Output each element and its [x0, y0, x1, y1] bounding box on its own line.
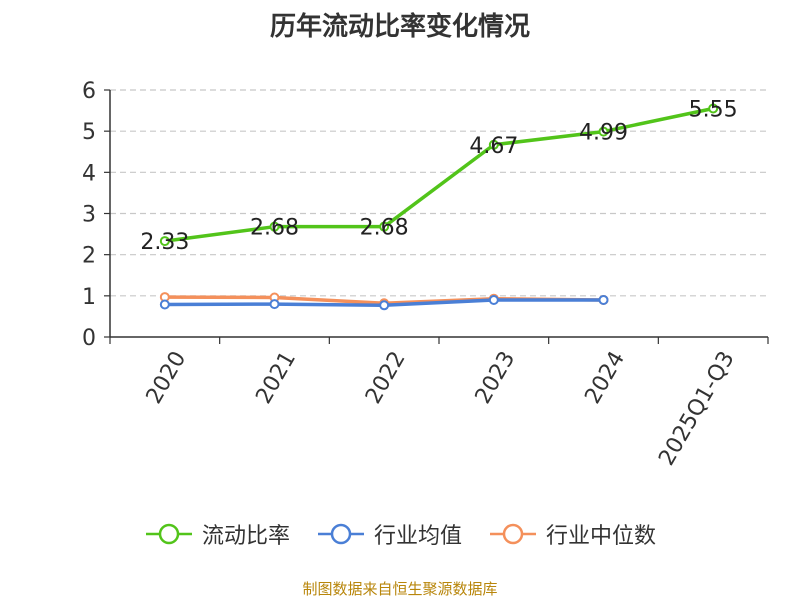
x-tick-label: 2023: [471, 347, 521, 408]
legend-marker-icon: [145, 523, 192, 545]
data-point: [598, 126, 609, 137]
data-label: 5.55: [689, 98, 738, 123]
legend-label: 行业均值: [373, 524, 462, 549]
x-tick-label: 2022: [361, 347, 411, 408]
chart-title: 历年流动比率变化情况: [269, 12, 530, 42]
data-point: [159, 299, 170, 310]
x-tick-label: 2021: [251, 347, 301, 408]
data-label: 2.68: [360, 216, 409, 241]
data-label: 4.67: [469, 134, 518, 159]
legend-item[interactable]: 流动比率: [144, 518, 290, 550]
y-tick-label: 6: [82, 79, 96, 104]
legend-marker-icon: [490, 523, 536, 545]
y-tick-label: 4: [82, 161, 96, 186]
data-label: 2.68: [250, 216, 299, 241]
x-tick-label: 2020: [142, 347, 192, 408]
chart-legend: 流动比率 行业均值 行业中位数: [0, 518, 800, 550]
x-tick-label: 2024: [580, 347, 630, 408]
y-tick-label: 5: [82, 120, 96, 145]
legend-label: 流动比率: [201, 524, 290, 549]
legend-item[interactable]: 行业中位数: [488, 518, 656, 550]
data-label: 4.99: [579, 121, 628, 146]
y-tick-label: 2: [82, 244, 96, 269]
x-tick-label: 2025Q1-Q3: [654, 347, 739, 470]
y-tick-label: 0: [82, 326, 96, 351]
legend-label: 行业中位数: [546, 524, 657, 549]
y-tick-label: 3: [82, 203, 96, 228]
series-line: [164, 106, 714, 243]
data-point: [269, 221, 280, 232]
data-point: [708, 103, 719, 114]
data-point: [269, 299, 280, 310]
y-tick-label: 1: [82, 285, 96, 310]
data-point: [159, 236, 170, 247]
data-label: 2.33: [140, 230, 189, 255]
legend-marker-icon: [317, 523, 364, 545]
data-source-note: 制图数据来自恒生聚源数据库: [302, 580, 498, 598]
data-point: [379, 221, 390, 232]
data-point: [379, 300, 390, 311]
legend-item[interactable]: 行业均值: [316, 518, 462, 550]
data-point: [598, 294, 609, 305]
data-point: [488, 294, 499, 305]
data-point: [488, 139, 499, 150]
